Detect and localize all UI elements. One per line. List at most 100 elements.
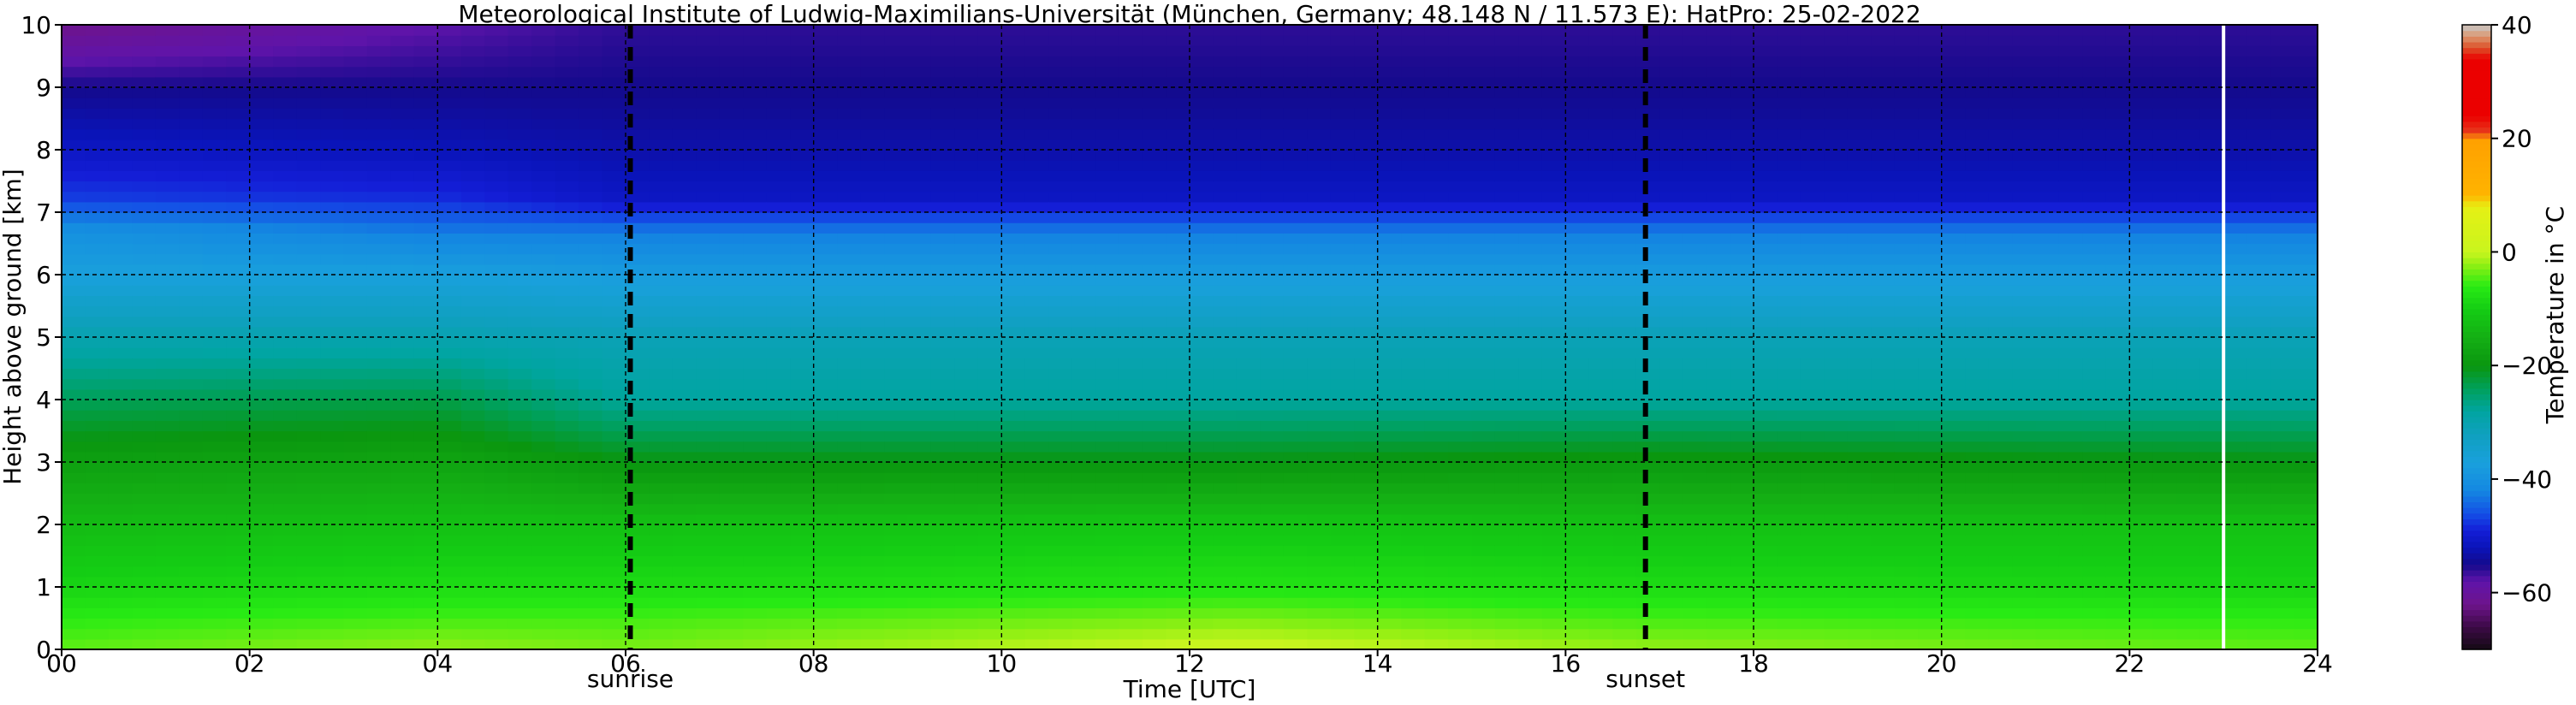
heatmap-cell — [1213, 628, 1238, 640]
heatmap-cell — [1754, 233, 1778, 245]
heatmap-cell — [1119, 524, 1143, 536]
heatmap-cell — [743, 524, 768, 536]
heatmap-cell — [1988, 524, 2013, 536]
heatmap-cell — [249, 253, 274, 265]
heatmap-cell — [1119, 56, 1143, 68]
heatmap-cell — [1965, 493, 1990, 505]
heatmap-cell — [743, 160, 768, 171]
heatmap-cell — [579, 451, 603, 463]
heatmap-cell — [602, 108, 626, 120]
heatmap-cell — [1424, 316, 1449, 328]
heatmap-cell — [1635, 150, 1660, 161]
heatmap-cell — [860, 98, 885, 109]
heatmap-cell — [531, 576, 556, 588]
heatmap-cell — [1448, 493, 1473, 505]
heatmap-cell — [907, 139, 932, 151]
heatmap-cell — [484, 545, 509, 557]
heatmap-cell — [790, 160, 815, 171]
heatmap-cell — [1307, 587, 1332, 598]
heatmap-cell — [1424, 337, 1449, 348]
heatmap-cell — [460, 545, 485, 557]
heatmap-cell — [1448, 462, 1473, 473]
heatmap-cell — [132, 66, 157, 78]
heatmap-cell — [719, 275, 744, 286]
heatmap-cell — [1659, 618, 1684, 630]
heatmap-cell — [132, 118, 157, 130]
heatmap-cell — [1354, 108, 1379, 120]
heatmap-cell — [837, 368, 862, 380]
heatmap-cell — [1307, 264, 1332, 275]
heatmap-cell — [1001, 212, 1026, 223]
heatmap-cell — [579, 150, 603, 161]
heatmap-cell — [132, 472, 157, 483]
heatmap-cell — [366, 410, 392, 421]
heatmap-cell — [155, 139, 180, 151]
heatmap-cell — [1518, 160, 1543, 171]
heatmap-cell — [1847, 493, 1872, 505]
heatmap-cell — [1777, 430, 1801, 442]
heatmap-cell — [226, 233, 251, 245]
heatmap-cell — [1965, 66, 1990, 78]
heatmap-cell — [719, 597, 744, 608]
heatmap-cell — [62, 87, 86, 98]
heatmap-cell — [766, 56, 791, 68]
heatmap-cell — [155, 587, 180, 598]
heatmap-cell — [790, 275, 815, 286]
heatmap-cell — [1518, 420, 1543, 432]
heatmap-cell — [1494, 253, 1520, 265]
heatmap-cell — [1190, 233, 1214, 245]
heatmap-cell — [202, 128, 227, 140]
heatmap-cell — [1824, 483, 1849, 495]
heatmap-cell — [85, 400, 110, 411]
heatmap-cell — [649, 25, 674, 36]
heatmap-cell — [413, 430, 438, 442]
heatmap-cell — [155, 618, 180, 630]
heatmap-cell — [790, 108, 815, 120]
heatmap-cell — [1424, 576, 1449, 588]
heatmap-cell — [132, 576, 157, 588]
heatmap-cell — [1777, 337, 1801, 348]
heatmap-cell — [1754, 420, 1778, 432]
heatmap-cell — [62, 25, 86, 36]
heatmap-cell — [1541, 98, 1566, 109]
heatmap-cell — [1095, 378, 1120, 390]
heatmap-cell — [1659, 430, 1684, 442]
heatmap-cell — [413, 347, 438, 358]
heatmap-cell — [226, 618, 251, 630]
heatmap-cell — [1071, 45, 1096, 57]
heatmap-cell — [62, 316, 86, 328]
heatmap-cell — [977, 535, 1002, 546]
heatmap-cell — [1635, 326, 1660, 338]
heatmap-cell — [1730, 222, 1754, 234]
heatmap-cell — [531, 275, 556, 286]
heatmap-cell — [507, 524, 532, 536]
heatmap-cell — [860, 25, 885, 36]
heatmap-cell — [179, 118, 204, 130]
heatmap-cell — [62, 388, 86, 400]
heatmap-cell — [366, 618, 392, 630]
heatmap-cell — [977, 576, 1002, 588]
heatmap-cell — [1071, 56, 1096, 68]
heatmap-cell — [1424, 462, 1449, 473]
heatmap-cell — [1071, 472, 1096, 483]
heatmap-cell — [1236, 638, 1261, 650]
heatmap-cell — [1190, 191, 1214, 203]
heatmap-cell — [1730, 326, 1754, 338]
heatmap-cell — [249, 233, 274, 245]
heatmap-cell — [132, 597, 157, 608]
heatmap-cell — [1236, 201, 1261, 213]
heatmap-cell — [1659, 388, 1684, 400]
heatmap-cell — [1448, 191, 1473, 203]
heatmap-cell — [1471, 451, 1496, 463]
heatmap-cell — [1706, 451, 1731, 463]
heatmap-cell — [1659, 503, 1684, 515]
heatmap-cell — [85, 108, 110, 120]
heatmap-cell — [837, 535, 862, 546]
heatmap-cell — [390, 253, 415, 265]
heatmap-cell — [766, 451, 791, 463]
heatmap-cell — [1777, 535, 1801, 546]
heatmap-cell — [1190, 139, 1214, 151]
heatmap-cell — [1800, 410, 1825, 421]
heatmap-cell — [1024, 576, 1049, 588]
heatmap-cell — [1024, 358, 1049, 370]
